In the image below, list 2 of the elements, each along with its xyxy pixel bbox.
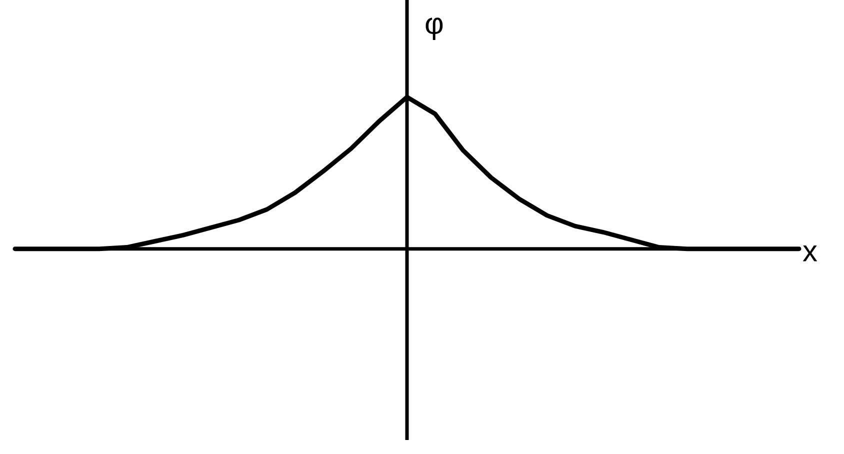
y-axis-title: φ bbox=[426, 18, 443, 40]
x-axis-title: x bbox=[802, 245, 818, 262]
